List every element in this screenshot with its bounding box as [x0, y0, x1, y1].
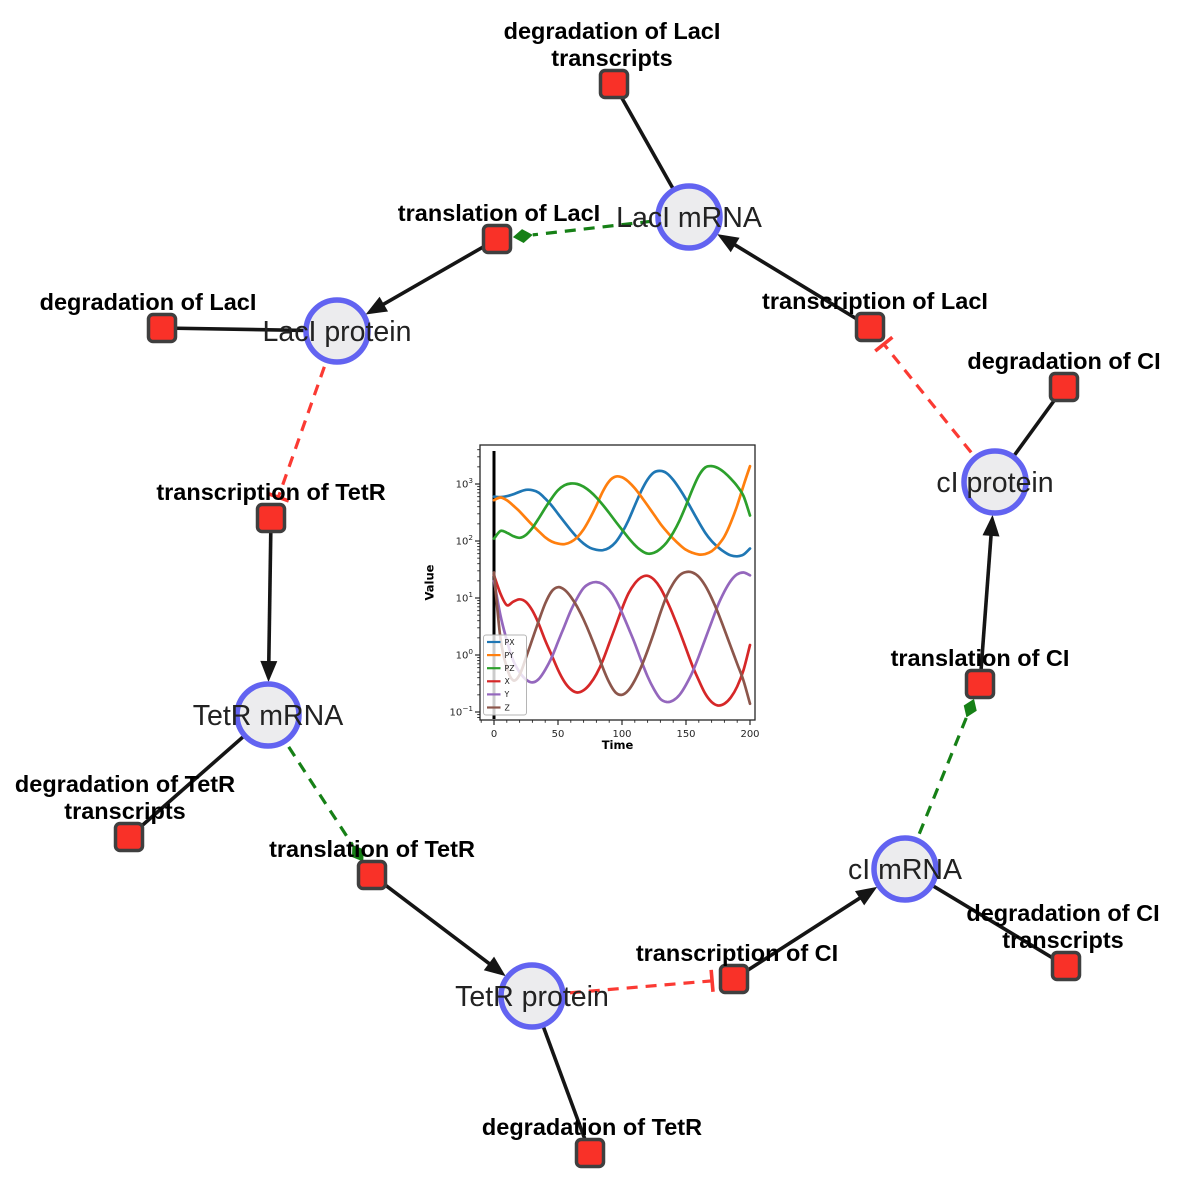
- legend-label-PX: PX: [505, 638, 516, 647]
- species-label-laci_mrna: LacI mRNA: [616, 202, 762, 234]
- legend-label-PY: PY: [505, 651, 515, 660]
- arrowhead-icon: [717, 234, 740, 253]
- arrowhead-icon: [260, 660, 278, 683]
- reaction-node-transc_ci[interactable]: [718, 963, 750, 995]
- arrowhead-icon: [854, 886, 878, 906]
- reaction-node-transc_laci[interactable]: [854, 311, 886, 343]
- reaction-label-transc_ci-line0: transcription of CI: [636, 940, 838, 966]
- series-line-Y: [492, 571, 752, 704]
- x-tick-label: 100: [612, 729, 631, 740]
- series-line-Z: [492, 570, 752, 706]
- x-tick-label: 200: [740, 729, 759, 740]
- reaction-node-deg_laci_tr[interactable]: [598, 68, 630, 100]
- x-tick-label: 150: [676, 729, 695, 740]
- diamond-arrowhead-icon: [963, 698, 977, 718]
- reaction-label-transl_laci-line0: translation of LacI: [398, 200, 600, 226]
- species-label-laci_protein: LacI protein: [263, 316, 412, 348]
- species-label-tetr_mrna: TetR mRNA: [193, 700, 343, 732]
- legend-label-Y: Y: [504, 690, 510, 699]
- species-node-tetr_mrna[interactable]: [234, 681, 302, 749]
- reaction-node-deg_tetr[interactable]: [574, 1137, 606, 1169]
- series-layer: [492, 464, 752, 707]
- reaction-node-deg_ci[interactable]: [1048, 371, 1080, 403]
- reaction-label-deg_tetr-line0: degradation of TetR: [482, 1114, 702, 1140]
- y-tick-label: 103: [456, 476, 474, 491]
- reaction-label-deg_laci_tr-line0: degradation of LacI: [504, 18, 721, 44]
- y-tick-label: 10−1: [450, 704, 474, 719]
- diamond-arrowhead-icon: [512, 229, 533, 243]
- species-node-laci_protein[interactable]: [303, 297, 371, 365]
- reaction-label-transl_tetr-line0: translation of TetR: [269, 836, 475, 862]
- series-line-PZ: [492, 464, 752, 556]
- reaction-node-transl_laci[interactable]: [481, 223, 513, 255]
- arrowhead-icon: [365, 296, 389, 315]
- x-axis-label: Time: [602, 738, 634, 752]
- legend-label-X: X: [505, 677, 511, 686]
- x-tick-label: 0: [491, 729, 497, 740]
- species-node-ci_protein[interactable]: [961, 448, 1029, 516]
- reaction-label-deg_ci_tr-line0: degradation of CI: [966, 900, 1159, 926]
- reaction-label-transc_tetr-line0: transcription of TetR: [156, 479, 385, 505]
- plot-frame: [479, 444, 756, 721]
- edge-product-transl_laci-to-laci_protein: [379, 237, 498, 308]
- y-tick-label: 101: [456, 590, 473, 605]
- reaction-label-transl_ci-line0: translation of CI: [891, 645, 1070, 671]
- diamond-arrowhead-icon: [351, 844, 364, 862]
- reaction-node-deg_laci[interactable]: [146, 312, 178, 344]
- species-node-tetr_protein[interactable]: [498, 962, 566, 1030]
- edge-product-transl_tetr-to-tetr_protein: [370, 873, 494, 968]
- series-line-X: [492, 573, 752, 707]
- arrowhead-icon: [483, 956, 506, 977]
- species-label-ci_mrna: cI mRNA: [848, 854, 962, 886]
- edge-product-transc_tetr-to-tetr_mrna: [266, 517, 273, 666]
- reaction-node-deg_ci_tr[interactable]: [1050, 950, 1082, 982]
- reaction-label-deg_laci-line0: degradation of LacI: [40, 289, 257, 315]
- edge-product-transc_ci-to-ci_mrna: [733, 894, 864, 981]
- y-axis-label: Value: [423, 564, 437, 600]
- species-node-ci_mrna[interactable]: [871, 835, 939, 903]
- species-node-laci_mrna[interactable]: [655, 183, 723, 251]
- legend-label-PZ: PZ: [505, 664, 515, 673]
- inhibitor-tbar-icon: [267, 491, 290, 503]
- reaction-label-deg_tetr_tr-line0: degradation of TetR: [15, 771, 235, 797]
- x-tick-label: 50: [552, 729, 565, 740]
- series-line-PY: [492, 464, 752, 556]
- chart-legend: PX PY PZ XYZ: [483, 634, 527, 716]
- reaction-label-deg_ci-line0: degradation of CI: [967, 348, 1160, 374]
- inhibitor-tbar-icon: [874, 335, 894, 353]
- legend-label-Z: Z: [505, 703, 510, 712]
- edge-product-transc_laci-to-laci_mrna: [730, 241, 871, 329]
- nodes-layer: [113, 68, 1082, 1169]
- reaction-node-transl_ci[interactable]: [964, 668, 996, 700]
- labels-layer: LacI mRNA LacI protein TetR mRNA TetR prote…: [15, 18, 1161, 1140]
- reaction-label-deg_laci_tr-line1: transcripts: [551, 45, 672, 71]
- y-tick-label: 100: [456, 647, 474, 662]
- edge-product-transl_ci-to-ci_protein: [978, 531, 994, 685]
- reaction-label-deg_tetr_tr-line1: transcripts: [64, 798, 185, 824]
- y-tick-label: 102: [456, 533, 473, 548]
- inhibitor-tbar-icon: [709, 969, 715, 992]
- species-label-ci_protein: cI protein: [936, 467, 1053, 499]
- reaction-label-transc_laci-line0: transcription of LacI: [762, 288, 988, 314]
- species-label-tetr_protein: TetR protein: [455, 981, 609, 1013]
- reaction-node-deg_tetr_tr[interactable]: [113, 821, 145, 853]
- series-line-PX: [492, 469, 752, 558]
- reaction-node-transl_tetr[interactable]: [356, 859, 388, 891]
- arrowhead-icon: [982, 514, 1000, 537]
- reaction-node-transc_tetr[interactable]: [255, 502, 287, 534]
- reaction-label-deg_ci_tr-line1: transcripts: [1002, 927, 1123, 953]
